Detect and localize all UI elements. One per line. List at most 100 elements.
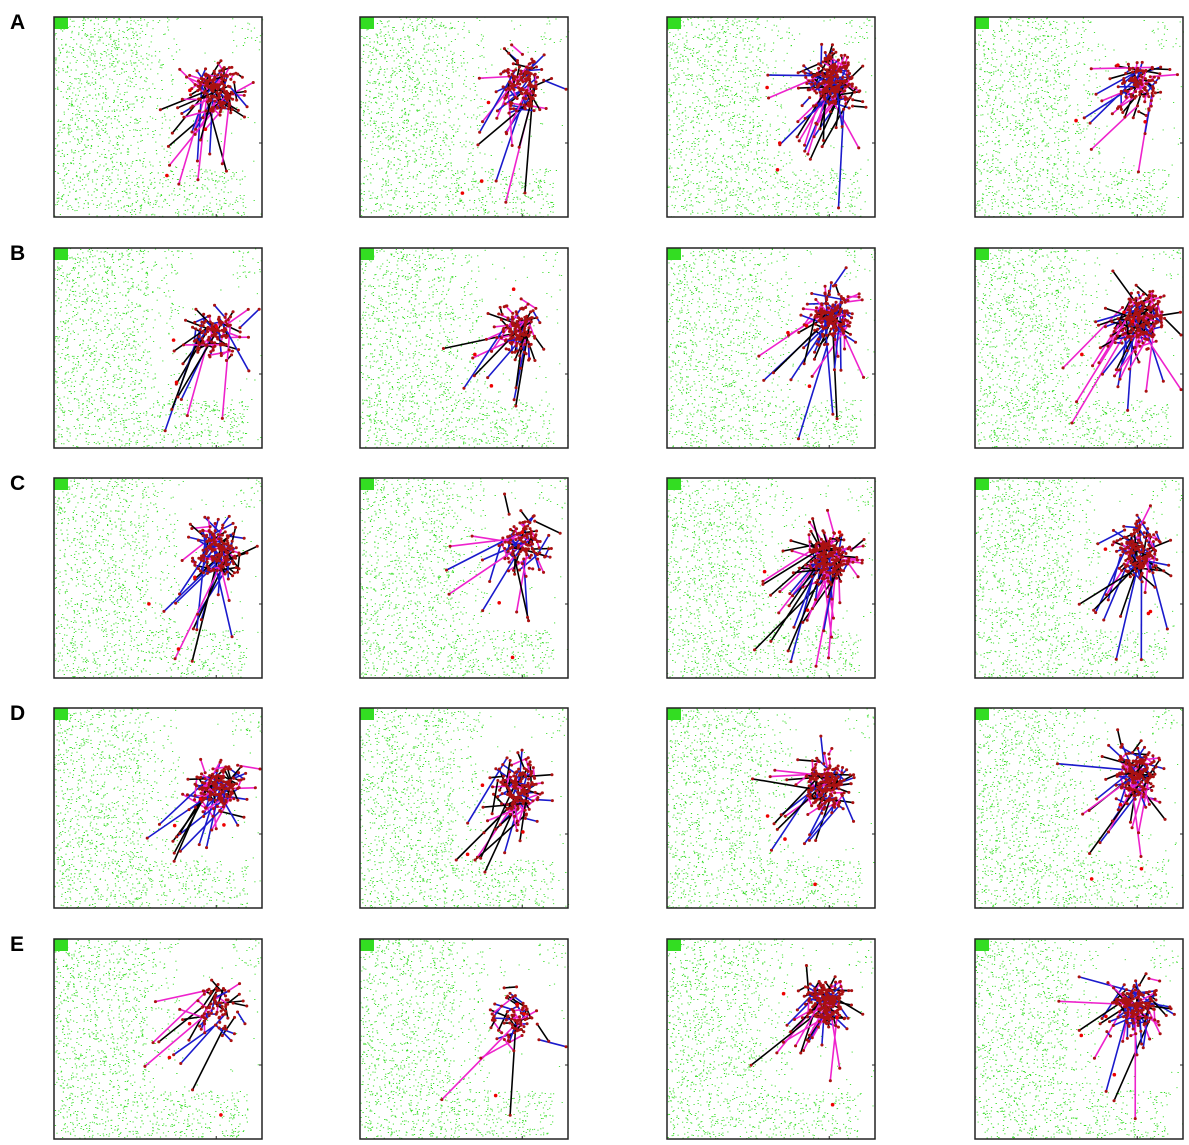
panel-background <box>54 17 262 217</box>
red-point <box>1148 609 1153 614</box>
link <box>182 1015 203 1021</box>
cell-scatter <box>360 707 570 909</box>
link <box>807 1000 810 1014</box>
red-point <box>222 823 226 827</box>
nodes <box>757 266 866 441</box>
link <box>836 772 845 781</box>
link <box>493 1017 512 1020</box>
link <box>513 344 526 400</box>
link <box>168 92 229 166</box>
green-corner <box>360 248 374 260</box>
panel-frame <box>53 707 263 909</box>
nodes <box>158 59 255 186</box>
link <box>1152 68 1170 71</box>
green-corner <box>975 708 989 720</box>
link <box>1095 70 1139 95</box>
link <box>534 77 552 87</box>
link <box>218 1027 235 1035</box>
panel-frame <box>666 247 876 449</box>
red-point <box>775 167 780 172</box>
link <box>506 997 517 1005</box>
link <box>180 1013 226 1065</box>
row-label: C <box>10 472 25 495</box>
panel-frame <box>666 16 876 218</box>
panel <box>666 477 877 679</box>
panel <box>359 938 569 1140</box>
link <box>171 86 211 134</box>
link <box>521 563 527 577</box>
nodes <box>163 303 261 433</box>
link <box>1153 1009 1156 1020</box>
link <box>833 795 843 808</box>
link <box>823 753 830 775</box>
red-point <box>1112 1072 1117 1077</box>
link <box>213 304 226 318</box>
link <box>1143 536 1154 549</box>
link <box>1122 97 1136 114</box>
red-point <box>1079 1033 1084 1038</box>
green-corner <box>975 478 989 490</box>
link <box>233 772 246 780</box>
link <box>510 808 518 831</box>
row-label: A <box>10 11 25 34</box>
red-point <box>510 655 515 660</box>
link <box>233 82 238 101</box>
link <box>218 316 250 372</box>
link <box>229 86 248 108</box>
link <box>1088 778 1145 854</box>
red-point <box>167 1055 172 1060</box>
row-label: E <box>10 933 24 956</box>
link <box>232 1002 247 1007</box>
red-point <box>786 330 790 335</box>
red-point <box>1074 118 1078 123</box>
link <box>839 311 842 371</box>
link <box>843 293 860 301</box>
cell-scatter <box>667 247 876 449</box>
green-corner <box>975 248 989 260</box>
red-point <box>489 384 494 388</box>
panel <box>666 938 876 1140</box>
link <box>1131 787 1145 829</box>
link <box>770 789 813 851</box>
link <box>222 515 230 526</box>
red-point <box>520 530 525 535</box>
link <box>1075 318 1129 403</box>
panel <box>666 707 876 909</box>
red-point <box>172 823 177 828</box>
cell-scatter <box>975 477 1184 679</box>
link <box>223 769 231 781</box>
link <box>239 308 260 329</box>
red-point <box>174 380 179 385</box>
panel-background <box>54 478 262 678</box>
link <box>806 795 813 806</box>
nodes <box>162 514 259 663</box>
panel-frame <box>974 247 1184 449</box>
link <box>441 1026 514 1101</box>
link <box>202 798 223 813</box>
cell-scatter <box>54 707 263 909</box>
panel-frame <box>359 707 569 909</box>
link <box>146 787 221 839</box>
red-point <box>511 287 516 292</box>
link <box>497 1011 509 1031</box>
red-point <box>188 88 192 93</box>
row-label: D <box>10 702 25 725</box>
link <box>174 557 225 660</box>
panel-frame <box>666 707 876 909</box>
red-point <box>219 1113 223 1117</box>
green-corner <box>667 708 681 720</box>
panel <box>53 477 263 679</box>
red-point <box>835 1015 839 1020</box>
link <box>191 110 201 133</box>
link <box>221 67 230 80</box>
link <box>1112 529 1131 543</box>
nodes <box>766 42 868 210</box>
link <box>1111 321 1140 330</box>
panel-frame <box>974 16 1184 218</box>
cell-scatter <box>667 477 877 679</box>
panel-background <box>360 708 568 908</box>
panel <box>359 707 570 909</box>
panel-frame <box>666 938 876 1140</box>
red-point <box>1143 119 1147 124</box>
